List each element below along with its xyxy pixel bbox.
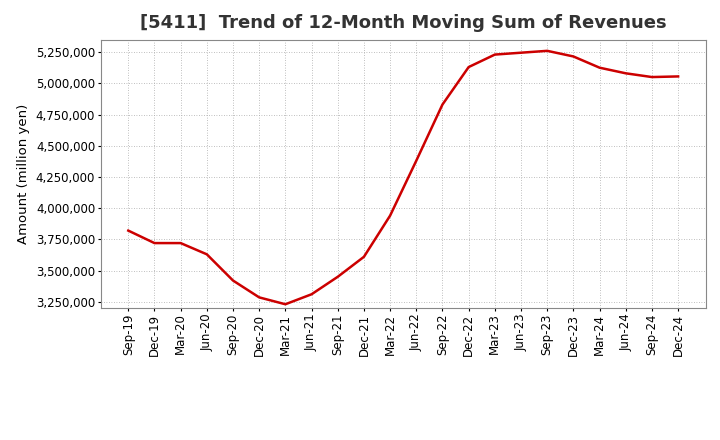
Title: [5411]  Trend of 12-Month Moving Sum of Revenues: [5411] Trend of 12-Month Moving Sum of R… (140, 15, 667, 33)
Y-axis label: Amount (million yen): Amount (million yen) (17, 104, 30, 244)
